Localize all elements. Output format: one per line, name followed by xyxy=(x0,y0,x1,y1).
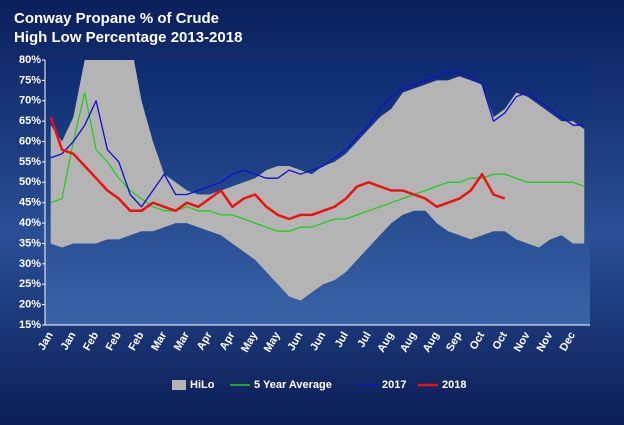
chart-title: Conway Propane % of Crude xyxy=(14,10,219,27)
y-tick-label: 65% xyxy=(19,115,41,127)
legend-label: 5 Year Average xyxy=(254,379,332,391)
series-line xyxy=(50,91,585,232)
y-tick-label: 70% xyxy=(19,95,41,107)
legend-label: 2017 xyxy=(382,379,406,391)
plot xyxy=(49,60,585,301)
y-tick-label: 45% xyxy=(19,197,41,209)
y-tick-label: 15% xyxy=(19,319,41,331)
y-tick-label: 80% xyxy=(19,54,41,66)
hilo-band xyxy=(50,60,585,301)
legend-label: HiLo xyxy=(190,379,215,391)
legend-swatch xyxy=(172,380,186,390)
y-tick-label: 25% xyxy=(19,278,41,290)
y-tick-label: 50% xyxy=(19,176,41,188)
y-tick-label: 75% xyxy=(19,74,41,86)
y-tick-label: 40% xyxy=(19,217,41,229)
y-tick-label: 60% xyxy=(19,135,41,147)
series-line xyxy=(50,71,585,208)
y-tick-label: 20% xyxy=(19,299,41,311)
y-tick-label: 55% xyxy=(19,156,41,168)
chart-subtitle: High Low Percentage 2013-2018 xyxy=(14,29,242,46)
y-tick-label: 35% xyxy=(19,237,41,249)
legend-label: 2018 xyxy=(442,379,466,391)
y-tick-label: 30% xyxy=(19,258,41,270)
series-line xyxy=(49,116,506,221)
